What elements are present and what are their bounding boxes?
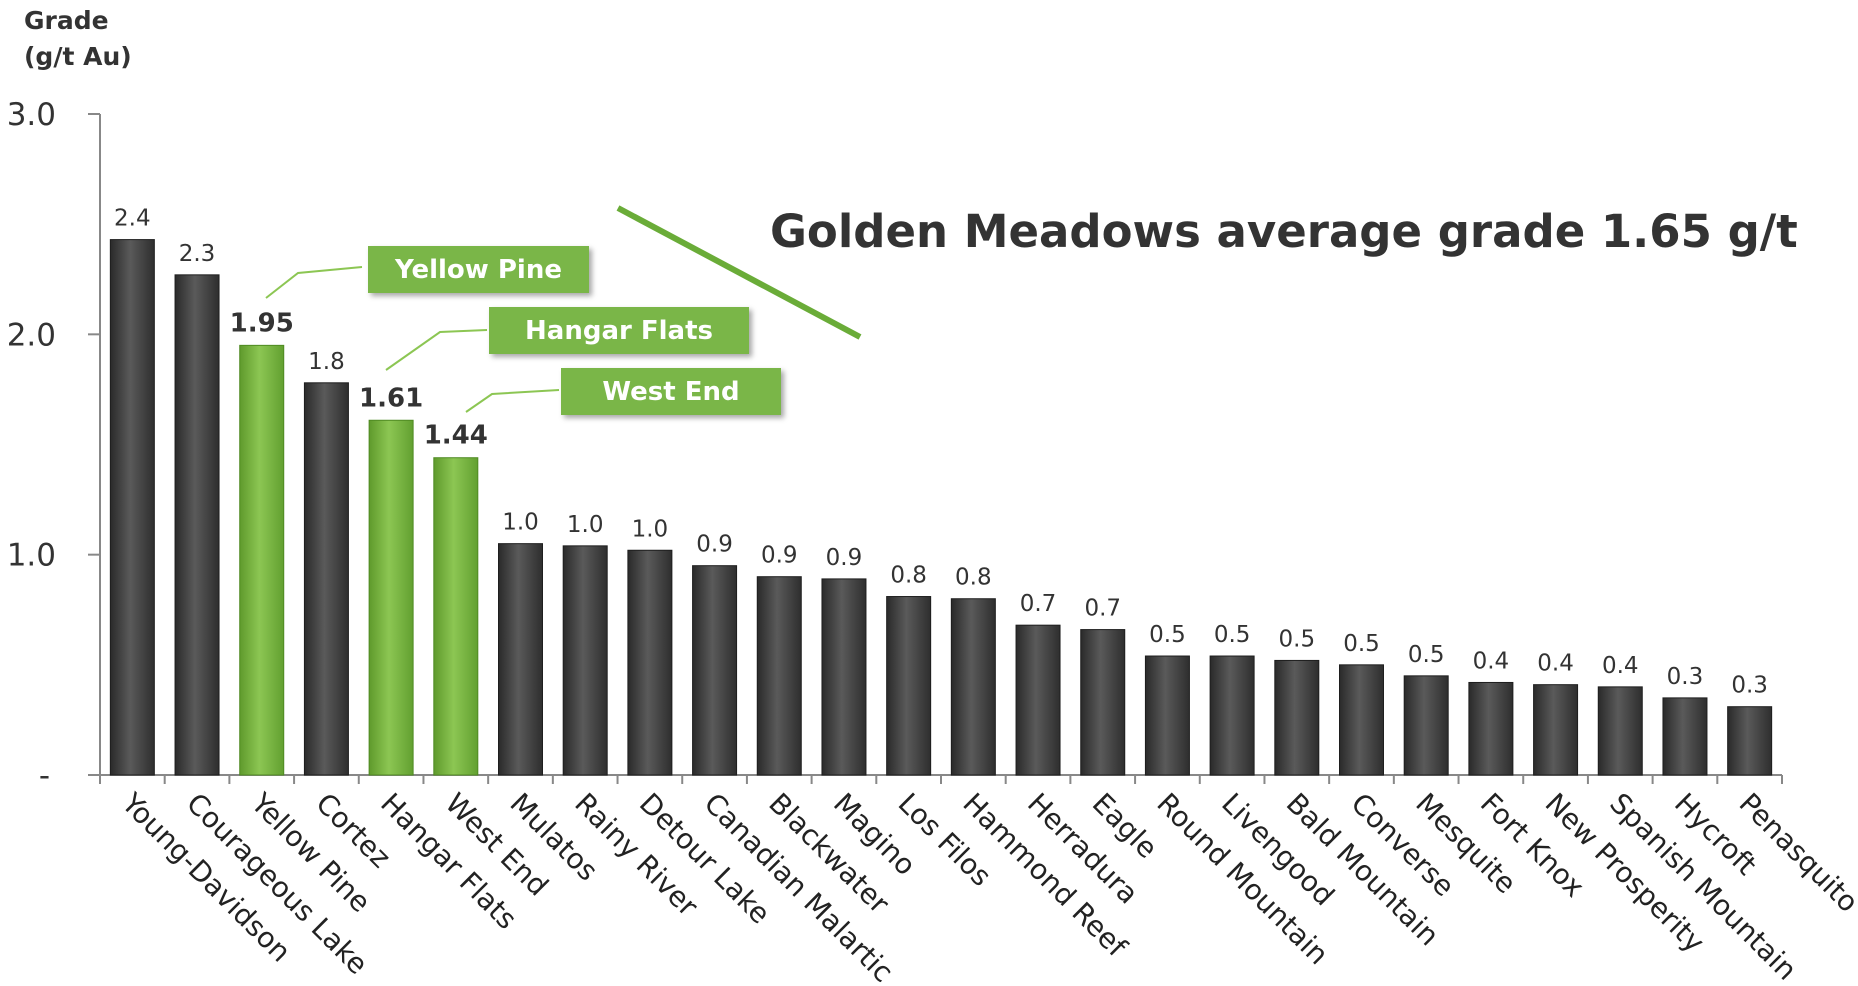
data-label: 2.3 [179,241,216,267]
bar-new-prosperity [1533,684,1579,776]
bar-hangar-flats [368,419,414,776]
bar-mulatos [498,543,543,776]
bar-livengood [1209,655,1255,776]
data-label: 0.3 [1667,664,1704,690]
bar-detour-lake [627,549,673,776]
bar-rainy-river [562,545,608,776]
callout-hangar-flats: Hangar Flats [489,307,749,354]
data-label: 0.9 [696,532,733,558]
y-tick-label: 3.0 [7,97,56,133]
data-label: 2.4 [114,206,151,232]
data-label: 1.0 [502,510,539,536]
data-label: 1.0 [567,512,604,538]
bar-converse [1339,664,1384,776]
bar-fort-knox [1468,681,1514,776]
bar-canadian-malartic [692,565,738,776]
bar-herradura [1015,624,1061,776]
data-label: 0.8 [955,565,992,591]
bar-round-mountain [1144,655,1190,776]
data-label: 1.44 [424,421,488,451]
data-label: 0.5 [1214,622,1251,648]
y-tick-label: 1.0 [7,538,56,574]
data-label: 0.8 [890,563,927,589]
bar-hycroft [1662,697,1708,776]
data-label: 0.5 [1343,631,1380,657]
headline-annotation: Golden Meadows average grade 1.65 g/t [770,205,1798,258]
data-label: 0.5 [1408,642,1445,668]
headline-pointer-line [616,205,862,340]
y-tick-label: 2.0 [7,317,56,353]
annotations [265,205,862,413]
bar-eagle [1080,629,1126,776]
callout-leader-yellow-pine [265,266,363,299]
bar-cortez [303,382,349,776]
data-label: 0.7 [1020,591,1057,617]
bar-blackwater [756,576,802,776]
data-labels: 2.4 2.3 1.95 1.8 1.611.44 1.0 1.0 1.0 0.9 0.9 0.9 0… [114,206,1768,699]
bar-young-davidson [109,239,155,776]
bar-yellow-pine [239,344,285,776]
y-tick-label: - [39,758,50,794]
y-axis-title-line-1: Grade [24,6,109,35]
data-label: 0.7 [1084,596,1121,622]
data-label: 0.4 [1537,651,1574,677]
bar-west-end [433,457,479,776]
callout-leader-west-end [465,389,560,413]
bar-magino [821,578,867,776]
data-label: 0.5 [1279,626,1316,652]
data-label: 1.95 [230,308,294,338]
callout-yellow-pine: Yellow Pine [368,246,589,293]
bar-hammond-reef [950,598,996,776]
bar-courageous-lake [174,274,220,776]
data-label: 0.4 [1602,653,1639,679]
data-label: 0.4 [1473,648,1510,674]
data-label: 0.9 [761,543,798,569]
data-label: 0.9 [826,545,863,571]
data-label: 1.0 [632,516,669,542]
bar-mesquite [1403,675,1449,776]
data-label: 1.8 [308,349,345,375]
bar-los-filos [886,596,932,776]
bar-spanish-mountain [1597,686,1643,776]
callout-leader-hangar-flats [385,329,488,371]
bars [109,239,1773,776]
bar-bald-mountain [1274,659,1320,776]
data-label: 0.3 [1731,673,1768,699]
data-label: 1.61 [359,383,423,413]
callout-west-end: West End [561,368,781,415]
y-axis-title-line-2: (g/t Au) [24,42,132,71]
bar-penasquito [1727,706,1773,776]
data-label: 0.5 [1149,622,1186,648]
